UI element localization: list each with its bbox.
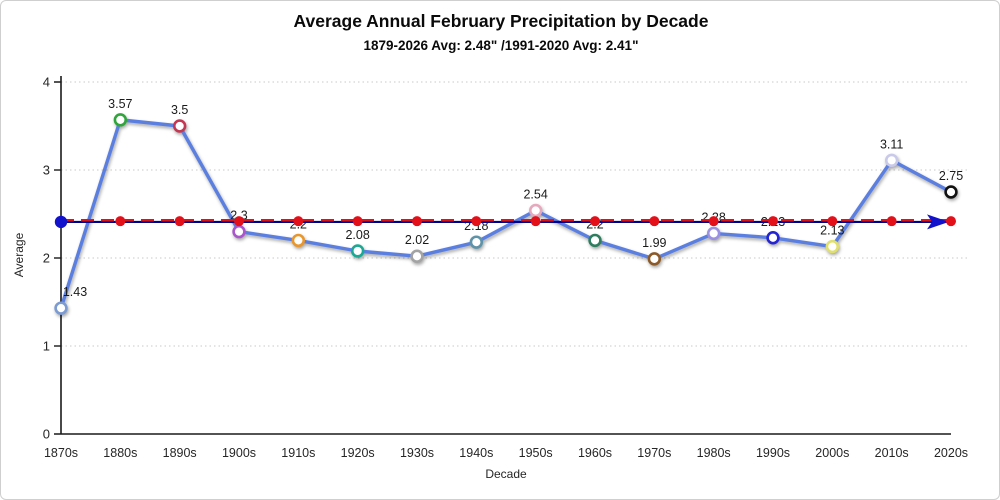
chart-title: Average Annual February Precipitation by… [294,11,709,31]
data-point-value: 2.08 [345,228,369,242]
reference-dot [234,216,244,227]
reference-dot [886,216,897,227]
data-point-marker [232,224,246,239]
data-point-marker [410,249,424,263]
data-point-value: 1.43 [63,285,87,299]
x-tick-label: 1920s [341,446,375,460]
data-point-marker [706,226,721,241]
average-reference-lines [54,214,956,230]
y-tick-label: 3 [43,163,50,178]
x-tick-label: 2020s [934,446,968,460]
data-point-marker [172,119,187,133]
x-tick-label: 1900s [222,446,256,460]
x-tick-label: 2000s [815,446,849,460]
axes: 0 1 2 3 4 1870s 1880s 1890s 1900s 1910s 1920s 1930s… [43,75,968,461]
x-tick-label: 1930s [400,446,434,460]
data-point-marker [113,113,128,127]
data-point-marker [944,185,958,199]
data-point-marker [54,301,68,315]
data-point-labels: 1.433.573.52.32.22.082.022.182.542.21.99… [63,97,963,299]
x-tick-label: 1960s [578,446,612,460]
x-tick-label: 1970s [637,446,671,460]
data-point-value: 2.75 [939,169,963,183]
x-tick-label: 1980s [697,446,731,460]
data-point-marker [825,239,840,254]
reference-dot [352,216,363,227]
x-tick-label: 1880s [103,446,137,460]
y-tick-label: 4 [43,75,50,90]
data-point-marker [469,235,484,249]
data-point-value: 3.5 [171,103,188,117]
x-tick-label: 1910s [281,446,315,460]
reference-dot [115,216,126,227]
data-point-marker [588,233,602,248]
reference-dot [768,216,778,227]
arrow-right-icon [927,214,949,230]
reference-dot [946,216,956,227]
data-point-value: 2.02 [405,233,429,247]
x-tick-label: 1940s [459,446,493,460]
data-point-value: 1.99 [642,236,666,250]
x-tick-label: 1870s [44,446,78,460]
y-tick-label: 0 [43,427,50,442]
data-point-value: 2.54 [523,187,547,201]
data-series-line [54,113,958,315]
series-path [59,118,953,310]
reference-dot [708,216,719,227]
data-point-marker [291,233,306,248]
x-tick-label: 1890s [163,446,197,460]
reference-dot [827,216,838,227]
y-tick-label: 1 [43,339,50,354]
y-tick-label: 2 [43,251,50,266]
reference-dot [471,216,482,227]
data-point-marker [884,153,899,168]
reference-dot [590,216,600,227]
x-tick-label: 1990s [756,446,790,460]
data-point-marker [350,244,365,258]
data-point-value: 2.13 [820,224,844,238]
chart-subtitle: 1879-2026 Avg: 2.48" /1991-2020 Avg: 2.4… [364,38,639,53]
data-point-value: 3.11 [880,137,903,151]
reference-dot [412,216,422,227]
x-tick-label: 1950s [519,446,553,460]
data-point-value: 3.57 [108,97,132,111]
data-point-marker [647,252,662,266]
reference-dot [293,216,304,227]
data-point-marker [766,231,780,245]
gridlines [61,81,967,347]
reference-start-dot [54,215,68,229]
reference-dot [530,216,541,227]
x-axis-title: Decade [485,467,527,481]
data-point-marker [528,203,543,218]
x-tick-label: 2010s [875,446,909,460]
y-axis-title: Average [12,232,26,277]
reference-dot [174,216,185,227]
reference-dot [649,216,660,227]
